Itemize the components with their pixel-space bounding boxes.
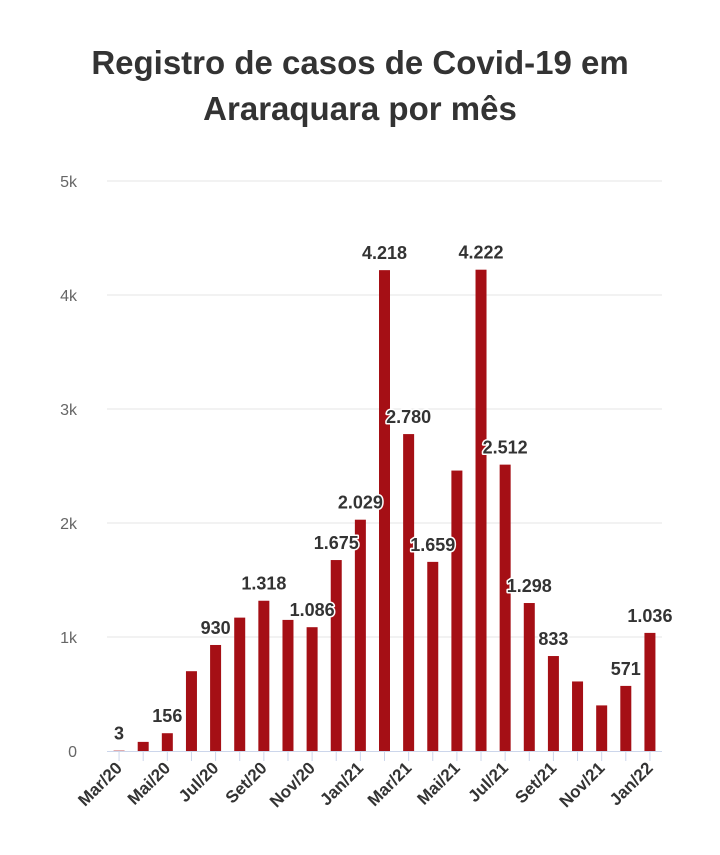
bar <box>572 681 584 751</box>
bar <box>644 632 656 751</box>
x-tick-label: Nov/21 <box>556 758 609 811</box>
bar <box>330 560 342 751</box>
data-label: 930 <box>201 618 231 638</box>
bar <box>210 644 222 751</box>
y-tick-label: 4k <box>60 288 78 305</box>
y-tick-label: 2k <box>60 516 78 533</box>
bar <box>282 619 294 751</box>
data-label: 1.086 <box>290 600 335 620</box>
bar <box>306 627 318 751</box>
x-tick-label: Set/21 <box>511 758 560 807</box>
data-label: 2.029 <box>338 493 383 513</box>
x-tick-label: Mar/21 <box>364 758 416 810</box>
chart-title: Registro de casos de Covid-19 em Araraqu… <box>0 40 720 132</box>
data-label: 4.218 <box>362 243 407 263</box>
bar <box>234 617 246 751</box>
bar <box>427 561 439 751</box>
bar <box>137 741 149 751</box>
bar <box>499 464 511 751</box>
data-label: 1.318 <box>241 574 286 594</box>
bar <box>185 671 197 751</box>
x-tick-label: Jul/20 <box>175 758 223 806</box>
x-tick-label: Set/20 <box>222 758 271 807</box>
data-label: 4.222 <box>458 243 503 263</box>
y-tick-label: 1k <box>60 630 78 647</box>
y-tick-label: 5k <box>60 174 78 191</box>
x-tick-label: Jul/21 <box>464 758 512 806</box>
y-axis-ticks: 0 1k 2k 3k 4k 5k <box>60 174 78 761</box>
data-label: 1.659 <box>410 535 455 555</box>
data-label: 2.780 <box>386 407 431 427</box>
bar <box>258 600 270 751</box>
bar <box>620 685 632 751</box>
data-label: 156 <box>152 706 182 726</box>
bar <box>379 270 390 751</box>
data-label: 1.675 <box>314 533 359 553</box>
bar <box>475 269 487 751</box>
bar <box>403 434 415 751</box>
data-label: 3 <box>114 724 124 744</box>
data-label: 571 <box>611 659 641 679</box>
bar <box>113 750 125 752</box>
x-axis <box>107 751 662 761</box>
bar <box>596 705 608 751</box>
x-tick-label: Nov/20 <box>266 758 319 811</box>
bars <box>113 269 656 752</box>
x-tick-label: Jan/22 <box>606 758 657 809</box>
bar <box>523 603 535 751</box>
data-label: 1.036 <box>627 606 672 626</box>
y-tick-label: 3k <box>60 402 78 419</box>
bar <box>161 733 173 751</box>
chart-title-line-1: Registro de casos de Covid-19 em <box>91 44 629 81</box>
x-tick-label: Mai/21 <box>414 758 464 808</box>
chart-title-line-2: Araraquara por mês <box>203 90 517 127</box>
x-tick-label: Mar/20 <box>74 758 126 810</box>
bar <box>451 470 463 751</box>
y-tick-label: 0 <box>68 744 77 761</box>
x-tick-label: Jan/21 <box>316 758 367 809</box>
data-label: 2.512 <box>483 438 528 458</box>
bar <box>354 519 366 751</box>
bar <box>547 656 559 751</box>
data-label: 833 <box>538 629 568 649</box>
x-tick-label: Mai/20 <box>124 758 174 808</box>
data-label: 1.298 <box>507 576 552 596</box>
